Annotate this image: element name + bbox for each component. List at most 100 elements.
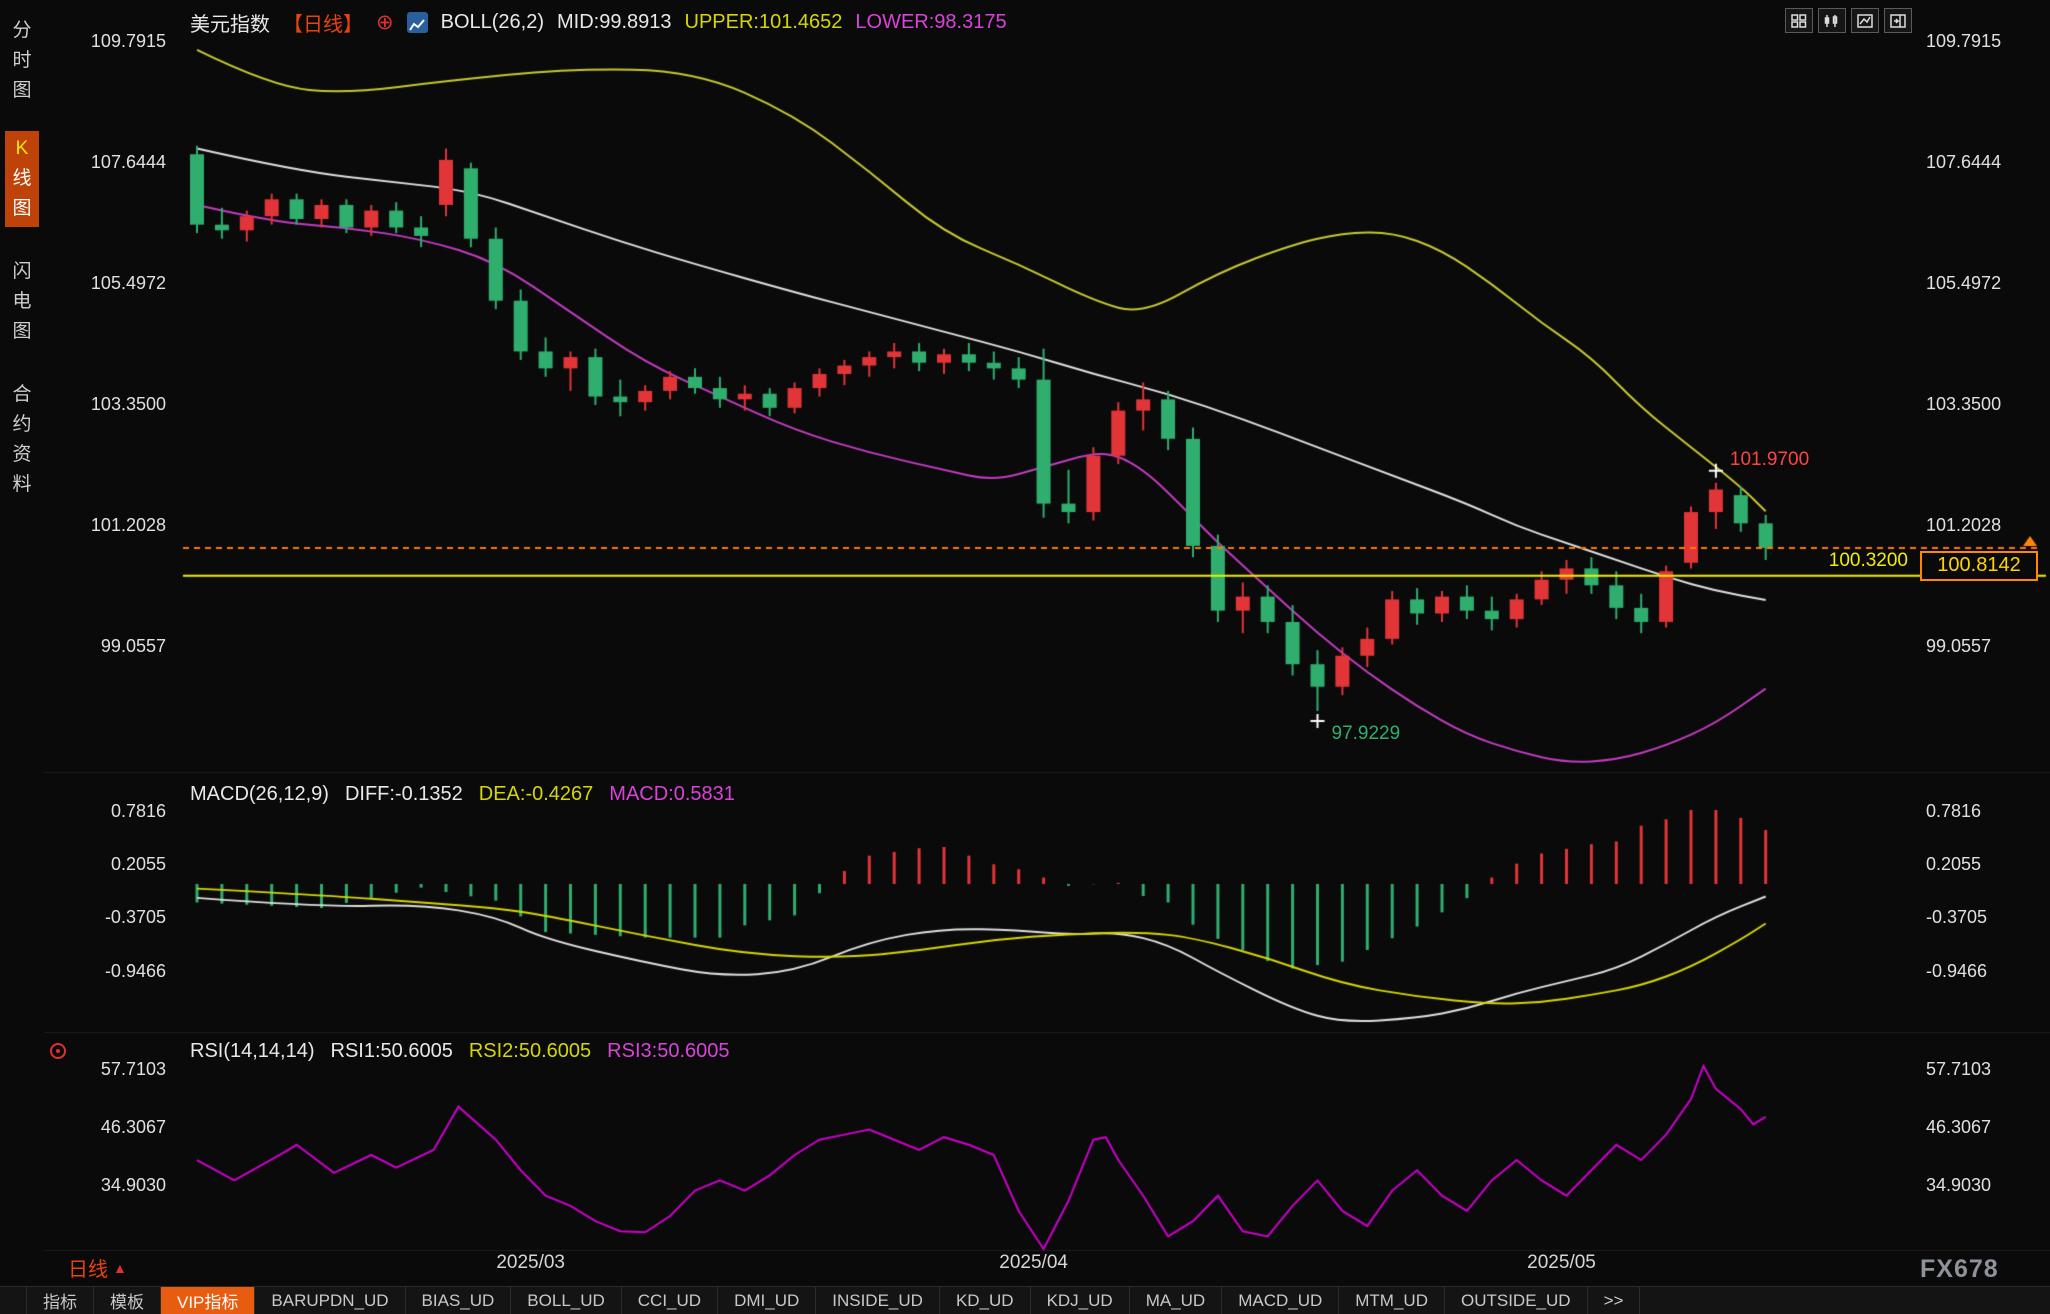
sidebar-tab-char: 电 — [12, 291, 32, 312]
y-axis-tick: 107.6444 — [90, 151, 166, 172]
y-axis-tick: 0.2055 — [110, 853, 166, 874]
y-axis-tick: -0.9466 — [1926, 960, 1988, 981]
tab-kd-ud[interactable]: KD_UD — [940, 1287, 1031, 1314]
x-axis-label: 2025/05 — [1527, 1252, 1596, 1273]
y-axis-tick: -0.3705 — [104, 907, 166, 928]
period-control-label: 日线 — [68, 1259, 108, 1281]
y-axis-tick: 101.2028 — [1926, 514, 2002, 535]
tab-bias-ud[interactable]: BIAS_UD — [406, 1287, 512, 1314]
macd-diff-value: DIFF:-0.1352 — [344, 783, 463, 805]
y-axis-tick: 101.2028 — [90, 514, 166, 535]
macd-header: MACD(26,12,9) DIFF:-0.1352 DEA:-0.4267 M… — [190, 783, 735, 806]
y-axis-tick: 0.7816 — [1926, 800, 1982, 821]
bottom-tab-bar: 指标 模板 VIP指标 BARUPDN_UD BIAS_UD BOLL_UD CCI_UD D… — [0, 1286, 2050, 1314]
tab-cci-ud[interactable]: CCI_UD — [622, 1287, 719, 1314]
sidebar-tab-char: 图 — [12, 80, 32, 101]
chart-type-icon[interactable] — [406, 12, 428, 33]
tab-mtm-ud[interactable]: MTM_UD — [1339, 1287, 1445, 1314]
tab-indicator[interactable]: 指标 — [26, 1287, 94, 1314]
y-axis-tick: 46.3067 — [100, 1116, 166, 1137]
low-price-annotation: 97.9229 — [1331, 722, 1401, 744]
sidebar-tab-time-chart[interactable]: 分时图 — [5, 8, 39, 109]
triangle-up-icon: ▲ — [113, 1259, 127, 1276]
tab-kdj-ud[interactable]: KDJ_UD — [1031, 1287, 1130, 1314]
tab-boll-ud[interactable]: BOLL_UD — [511, 1287, 622, 1314]
period-control[interactable]: 日线 ▲ — [68, 1253, 127, 1282]
y-axis-tick: -0.3705 — [1926, 907, 1988, 928]
chart-header: 美元指数 【日线】 ⊕ BOLL(26,2) MID:99.8913 UPPER… — [190, 8, 1007, 37]
tab-ma-ud[interactable]: MA_UD — [1130, 1287, 1223, 1314]
tab-outside-ud[interactable]: OUTSIDE_UD — [1445, 1287, 1588, 1314]
y-axis-tick: 0.2055 — [1926, 853, 1982, 874]
x-axis-label: 2025/04 — [999, 1252, 1068, 1273]
y-axis-tick: 34.9030 — [100, 1174, 166, 1195]
sidebar-tab-char: 资 — [12, 444, 32, 465]
y-axis-tick: 57.7103 — [1926, 1059, 1992, 1079]
rsi-header: RSI(14,14,14) RSI1:50.6005 RSI2:50.6005 … — [190, 1040, 730, 1063]
sidebar-tab-char: 料 — [12, 474, 32, 495]
watermark: FX678 — [1920, 1255, 1999, 1283]
boll-label: BOLL(26,2) — [440, 11, 544, 33]
macd-macd-value: MACD:0.5831 — [609, 783, 735, 805]
tab-more[interactable]: >> — [1588, 1287, 1641, 1314]
y-axis-tick: 107.6444 — [1926, 151, 2002, 172]
y-axis-tick: 109.7915 — [90, 31, 166, 51]
add-indicator-icon[interactable]: ⊕ — [376, 11, 394, 34]
boll-upper-value: UPPER:101.4652 — [684, 11, 843, 33]
tab-inside-ud[interactable]: INSIDE_UD — [816, 1287, 940, 1314]
symbol-title: 美元指数 — [190, 14, 270, 36]
y-axis-tick: -0.9466 — [104, 960, 166, 981]
tab-template[interactable]: 模板 — [94, 1287, 161, 1314]
y-axis-tick: 99.0557 — [100, 635, 166, 656]
rsi2-value: RSI2:50.6005 — [468, 1040, 592, 1062]
period-tag[interactable]: 【日线】 — [283, 14, 363, 36]
rsi-label: RSI(14,14,14) — [190, 1040, 315, 1062]
current-price-box: 100.8142 — [1920, 550, 2038, 581]
high-price-annotation: 101.9700 — [1729, 448, 1810, 470]
y-axis-tick: 46.3067 — [1926, 1116, 1992, 1137]
boll-lower-value: LOWER:98.3175 — [855, 11, 1007, 33]
y-axis-tick: 99.0557 — [1926, 635, 1992, 656]
sidebar-tab-char: 时 — [12, 50, 32, 71]
sidebar-tab-char: K — [15, 138, 29, 159]
sidebar-tab-char: 约 — [12, 414, 32, 435]
sidebar-tab-char: 图 — [12, 198, 32, 219]
main-y-axis-right: 109.7915 107.6444 105.4972 103.3500 101.2028… — [1926, 0, 2050, 1314]
tab-dmi-ud[interactable]: DMI_UD — [718, 1287, 817, 1314]
macd-y-axis-left: 0.7816 0.2055 -0.3705 -0.9466 — [0, 0, 176, 1314]
panel-layout-icon[interactable] — [1884, 8, 1912, 33]
macd-dea-value: DEA:-0.4267 — [478, 783, 594, 805]
y-axis-tick: 0.7816 — [110, 800, 166, 821]
x-axis-label: 2025/03 — [496, 1252, 565, 1273]
kline-layout-icon[interactable] — [1818, 8, 1846, 33]
multi-chart-layout-icon[interactable] — [1785, 8, 1813, 33]
y-axis-tick: 105.4972 — [1926, 272, 2002, 293]
tab-vip-indicator[interactable]: VIP指标 — [161, 1287, 256, 1314]
macd-y-axis-right: 0.7816 0.2055 -0.3705 -0.9466 — [1926, 0, 2050, 1314]
macd-label: MACD(26,12,9) — [190, 783, 329, 805]
sidebar-tab-contract-info[interactable]: 合约资料 — [5, 372, 39, 503]
layout-toolbar — [1785, 8, 1912, 33]
sidebar-tab-char: 线 — [12, 168, 32, 189]
x-axis-labels: 2025/03 2025/04 2025/05 — [0, 1252, 2050, 1278]
tab-macd-ud[interactable]: MACD_UD — [1222, 1287, 1340, 1314]
y-axis-tick: 103.3500 — [1926, 393, 2002, 414]
y-axis-tick: 105.4972 — [90, 272, 166, 293]
line-chart-layout-icon[interactable] — [1851, 8, 1879, 33]
main-y-axis-left: 109.7915 107.6444 105.4972 103.3500 101.2028… — [0, 0, 176, 1314]
rsi-y-axis-left: 57.7103 46.3067 34.9030 — [0, 0, 176, 1314]
sidebar-tab-char: 闪 — [12, 261, 32, 282]
y-axis-tick: 57.7103 — [100, 1059, 166, 1079]
sidebar-tab-char: 图 — [12, 321, 32, 342]
sidebar-tab-flash-chart[interactable]: 闪电图 — [5, 249, 39, 350]
y-axis-tick: 34.9030 — [1926, 1174, 1992, 1195]
sidebar-tab-char: 合 — [12, 384, 32, 405]
y-axis-tick: 103.3500 — [90, 393, 166, 414]
rsi3-value: RSI3:50.6005 — [607, 1040, 730, 1062]
tab-barupdn-ud[interactable]: BARUPDN_UD — [255, 1287, 406, 1314]
y-axis-tick: 109.7915 — [1926, 31, 2002, 51]
